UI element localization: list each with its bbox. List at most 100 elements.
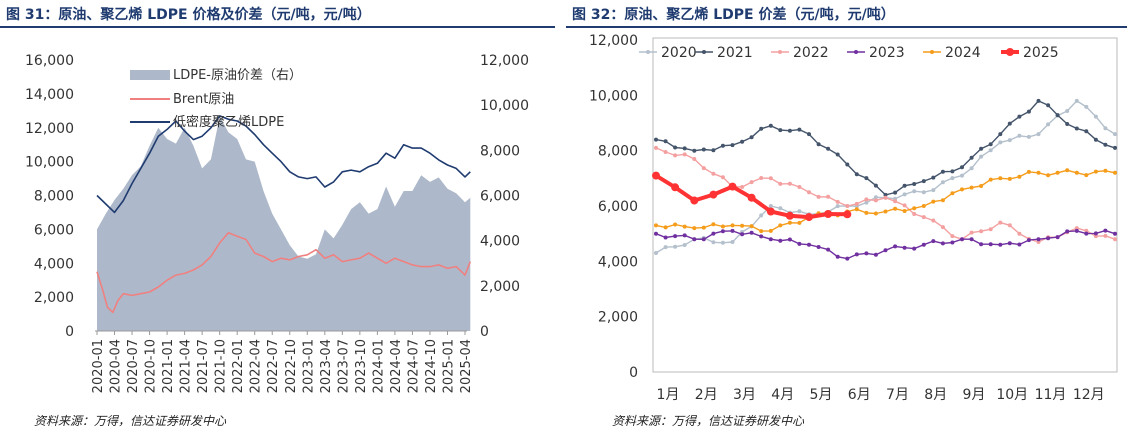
y-tick-label: 10,000 [589, 88, 638, 104]
series-point-2024 [1007, 176, 1012, 181]
ldpe-line [96, 115, 471, 214]
series-point-2021 [1093, 137, 1098, 142]
left-x-tick-label: 2022-04 [249, 339, 264, 393]
series-point-2020 [654, 251, 658, 255]
right-legend: 2020 2021 2022 2023 2024 2025 [639, 45, 1059, 61]
series-point-2023 [720, 229, 725, 234]
series-point-2022 [692, 157, 697, 161]
series-point-2024 [950, 191, 955, 196]
spread-area [97, 116, 471, 331]
series-point-2023 [902, 245, 907, 250]
series-point-2022 [1103, 233, 1108, 238]
series-point-2021 [1084, 129, 1089, 134]
series-point-2020 [960, 173, 964, 178]
series-point-2020 [864, 200, 869, 205]
series-point-2020 [682, 243, 687, 247]
series-point-2020 [931, 188, 936, 193]
series-point-2021 [960, 165, 964, 170]
series-point-2021 [1055, 113, 1060, 118]
series-point-2024 [902, 209, 907, 213]
series-point-2020 [673, 244, 678, 249]
price-lines-layer [96, 115, 472, 314]
series-point-2021 [931, 175, 936, 180]
series-point-2021 [940, 169, 945, 174]
series-point-2024 [768, 228, 773, 233]
legend-label-2021: 2021 [717, 45, 753, 61]
series-point-2022 [701, 166, 706, 171]
left-y-tick-label: 4,000 [34, 256, 74, 272]
series-point-2020 [797, 209, 802, 214]
series-point-2023 [701, 237, 706, 242]
series-point-2021 [1046, 103, 1051, 108]
right-y-tick-label: 10,000 [480, 98, 529, 114]
legend-marker-2021 [702, 50, 706, 54]
left-x-tick-label: 2024-07 [406, 339, 421, 393]
series-point-2023 [883, 248, 888, 253]
series-point-2022 [797, 185, 802, 189]
series-point-2025 [709, 190, 718, 199]
left-y-tick-label: 8,000 [34, 189, 74, 205]
series-point-2020 [1084, 104, 1089, 109]
left-y-tick-label: 12,000 [25, 121, 74, 137]
left-x-tick-label: 2023-04 [319, 339, 334, 393]
series-point-2021 [740, 139, 745, 144]
series-point-2023 [940, 241, 945, 246]
left-y-tick-label: 6,000 [34, 222, 74, 238]
right-y-tick-label: 4,000 [480, 234, 520, 250]
series-point-2023 [893, 244, 898, 249]
series-point-2021 [854, 172, 859, 177]
series-line-2023 [655, 229, 1116, 260]
left-y-tick-label: 10,000 [25, 155, 74, 171]
series-point-2021 [1017, 114, 1022, 119]
left-x-tick-label: 2022-10 [284, 339, 299, 393]
series-point-2023 [797, 241, 802, 246]
series-point-2023 [1113, 231, 1117, 236]
series-point-2024 [854, 207, 859, 212]
series-point-2023 [960, 237, 964, 242]
legend-marker-2025 [1006, 48, 1014, 56]
series-point-2021 [921, 179, 926, 184]
series-point-2023 [969, 237, 974, 242]
series-point-2021 [998, 132, 1003, 137]
series-point-2021 [912, 182, 917, 186]
y-tick-label: 0 [629, 365, 638, 381]
month-tick-label: 6月 [848, 387, 871, 403]
month-tick-label: 11月 [1035, 387, 1067, 403]
series-point-2020 [1036, 132, 1041, 137]
series-point-2022 [663, 150, 668, 154]
legend-marker-2023 [854, 50, 858, 54]
legend-label-2025: 2025 [1023, 45, 1059, 61]
series-point-2022 [1084, 228, 1089, 233]
left-x-tick-label: 2022-01 [231, 339, 246, 393]
legend-marker-2024 [930, 50, 934, 54]
y-tick-label: 2,000 [598, 310, 638, 326]
right-chart-title: 图 32：原油、聚乙烯 LDPE 价差（元/吨，元/吨） [572, 7, 895, 23]
series-point-2021 [1103, 142, 1108, 147]
right-axes-layer: 0 2,000 4,000 6,000 8,000 10,000 12,000 1月 2月 3月 4… [589, 33, 1105, 403]
series-point-2024 [692, 226, 697, 231]
series-point-2020 [912, 189, 917, 194]
series-point-2020 [1113, 132, 1117, 137]
legend-label-2023: 2023 [869, 45, 905, 61]
series-point-2024 [740, 223, 745, 228]
series-point-2024 [654, 223, 658, 228]
series-point-2024 [682, 224, 687, 229]
left-y-tick-label: 0 [65, 324, 74, 340]
series-point-2023 [912, 246, 917, 251]
series-point-2023 [988, 242, 993, 247]
series-point-2021 [682, 146, 687, 151]
series-point-2024 [701, 225, 706, 230]
series-point-2023 [1084, 231, 1089, 236]
series-point-2021 [979, 146, 984, 151]
series-point-2021 [673, 145, 678, 150]
series-point-2020 [778, 206, 783, 211]
series-point-2023 [979, 242, 984, 247]
series-point-2020 [1017, 133, 1022, 138]
series-point-2023 [1103, 228, 1108, 233]
series-point-2024 [960, 187, 964, 192]
left-x-tick-label: 2024-04 [389, 339, 404, 393]
series-point-2024 [940, 198, 945, 203]
series-point-2021 [1113, 145, 1117, 150]
legend-label-spread: LDPE-原油价差（右） [173, 68, 302, 83]
series-point-2024 [864, 210, 869, 215]
